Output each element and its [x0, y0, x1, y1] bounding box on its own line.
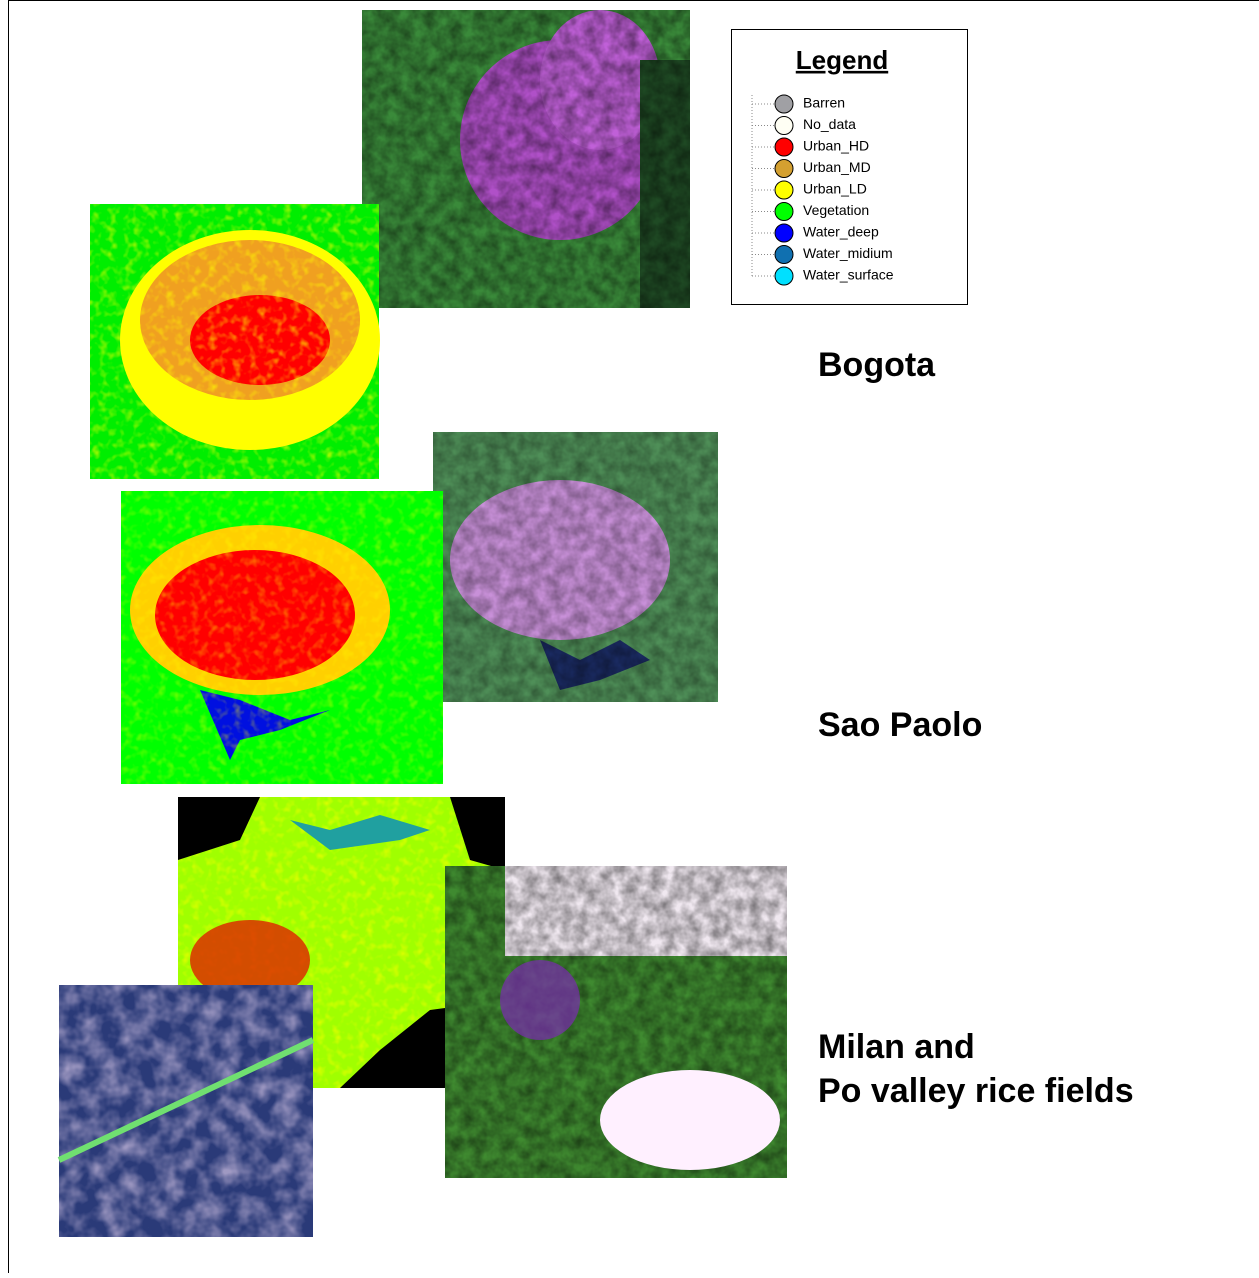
sao-paolo-satellite — [433, 432, 718, 702]
legend-label: Water_midium — [803, 245, 893, 261]
milan-satellite — [445, 866, 787, 1178]
legend-label: Urban_LD — [803, 181, 867, 197]
sao-paolo-classified — [121, 491, 443, 784]
legend-label: No_data — [803, 116, 856, 132]
legend-swatch — [775, 181, 793, 199]
legend-swatch — [775, 246, 793, 264]
legend-swatch — [775, 95, 793, 113]
figure: Legend Barren No_data Urban_HD Urban_MD Urba… — [0, 0, 1259, 1273]
legend-label: Water_surface — [803, 267, 894, 283]
legend-swatch — [775, 138, 793, 156]
legend-swatch — [775, 203, 793, 221]
legend-label: Urban_HD — [803, 138, 869, 154]
city-label: Bogota — [818, 346, 936, 384]
legend-swatch — [775, 160, 793, 178]
city-label: Milan and — [818, 1028, 975, 1066]
legend-swatch — [775, 224, 793, 242]
legend-label: Vegetation — [803, 202, 869, 218]
legend-label: Barren — [803, 95, 845, 111]
city-label: Sao Paolo — [818, 706, 982, 744]
city-label: Po valley rice fields — [818, 1072, 1134, 1110]
legend: Legend Barren No_data Urban_HD Urban_MD Urba… — [732, 30, 968, 305]
legend-label: Water_deep — [803, 224, 879, 240]
legend-title: Legend — [796, 45, 888, 75]
legend-swatch — [775, 267, 793, 285]
legend-swatch — [775, 117, 793, 135]
bogota-satellite — [362, 10, 690, 308]
bogota-classified — [90, 204, 380, 479]
rice-fields — [59, 985, 313, 1237]
legend-label: Urban_MD — [803, 159, 871, 175]
